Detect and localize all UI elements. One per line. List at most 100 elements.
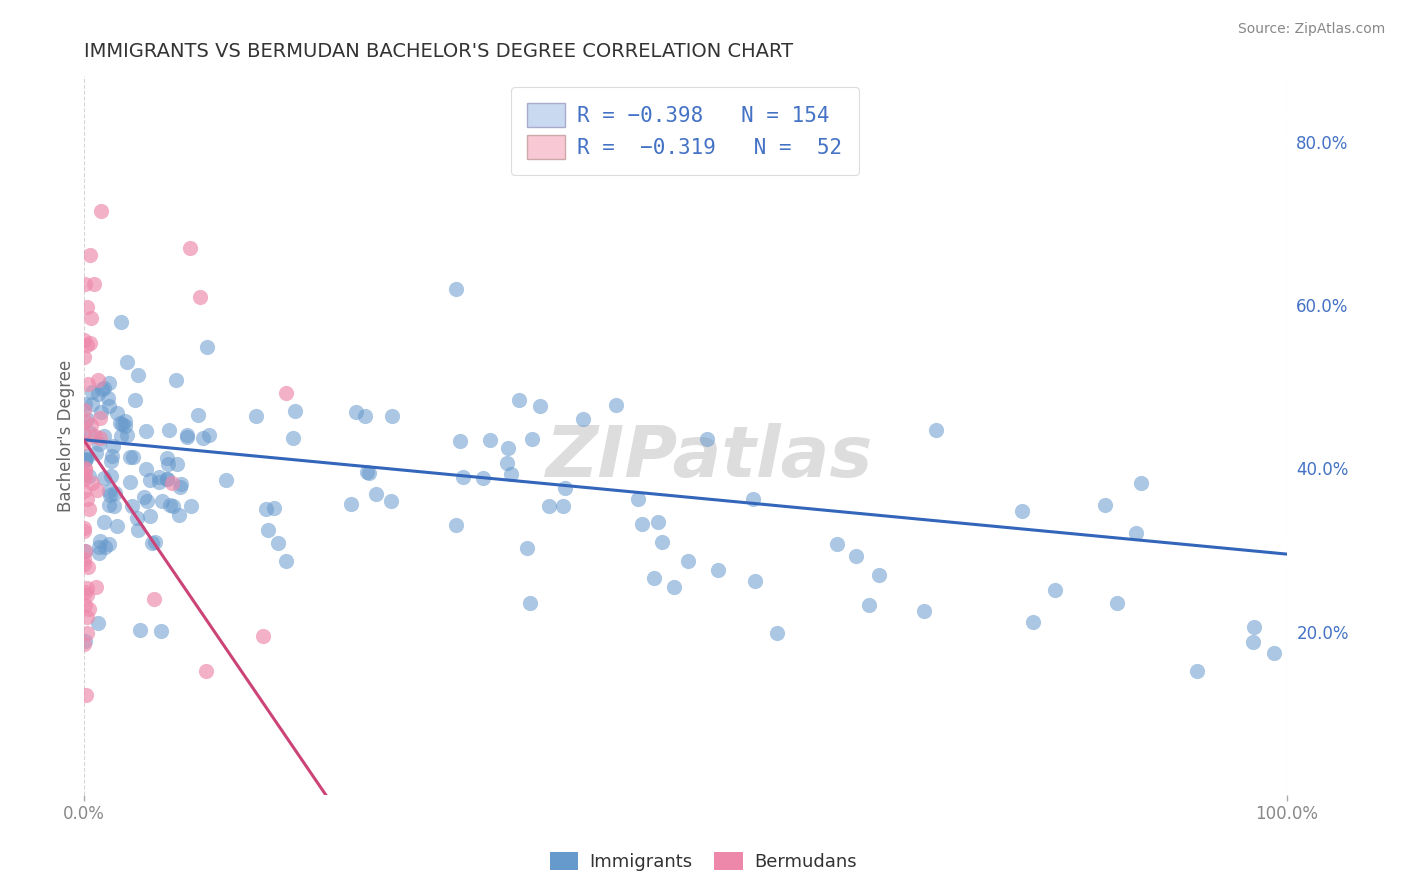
Point xyxy=(76,559,98,574)
Point xyxy=(75,460,97,475)
Point xyxy=(108,416,131,430)
Point xyxy=(93,429,115,443)
Point xyxy=(114,414,136,428)
Point xyxy=(451,470,474,484)
Point xyxy=(103,499,125,513)
Point xyxy=(165,373,187,387)
Point xyxy=(215,473,238,487)
Point xyxy=(344,405,367,419)
Point xyxy=(76,412,98,426)
Point xyxy=(79,248,101,262)
Point xyxy=(79,601,101,615)
Point xyxy=(160,475,183,490)
Point xyxy=(257,523,280,537)
Point xyxy=(156,450,179,465)
Point xyxy=(75,453,97,467)
Point xyxy=(135,461,157,475)
Point xyxy=(89,436,111,450)
Point xyxy=(110,315,132,329)
Point xyxy=(76,338,98,352)
Point xyxy=(1243,620,1265,634)
Point xyxy=(76,581,98,595)
Point xyxy=(73,277,96,292)
Point xyxy=(356,465,378,479)
Point xyxy=(87,615,110,630)
Point xyxy=(73,637,96,651)
Point xyxy=(696,432,718,446)
Point xyxy=(76,610,98,624)
Point xyxy=(87,545,110,559)
Point xyxy=(176,430,198,444)
Point xyxy=(446,518,468,533)
Point xyxy=(647,515,669,529)
Point xyxy=(1094,498,1116,512)
Point xyxy=(72,426,94,441)
Point xyxy=(90,204,112,219)
Point xyxy=(744,574,766,589)
Point xyxy=(340,497,363,511)
Point xyxy=(274,554,297,568)
Point xyxy=(80,417,103,432)
Point xyxy=(150,494,173,508)
Point xyxy=(73,414,96,428)
Point xyxy=(1011,504,1033,518)
Point xyxy=(76,300,98,314)
Point xyxy=(845,549,868,563)
Point xyxy=(195,664,218,678)
Point xyxy=(127,523,149,537)
Point xyxy=(167,508,190,523)
Point xyxy=(252,629,274,643)
Point xyxy=(766,626,789,640)
Point xyxy=(89,431,111,445)
Point xyxy=(662,580,685,594)
Point xyxy=(135,425,157,439)
Point xyxy=(132,490,155,504)
Point xyxy=(827,537,849,551)
Point xyxy=(496,456,519,470)
Point xyxy=(157,423,180,437)
Point xyxy=(449,434,471,448)
Point xyxy=(162,499,184,513)
Point xyxy=(179,241,201,255)
Point xyxy=(156,472,179,486)
Point xyxy=(73,524,96,538)
Point xyxy=(100,454,122,468)
Point xyxy=(104,485,127,500)
Point xyxy=(188,290,211,304)
Point xyxy=(76,626,98,640)
Point xyxy=(93,515,115,529)
Y-axis label: Bachelor's Degree: Bachelor's Degree xyxy=(58,359,75,512)
Point xyxy=(77,376,100,391)
Point xyxy=(77,468,100,483)
Text: ZIPatlas: ZIPatlas xyxy=(546,423,873,491)
Point xyxy=(471,471,494,485)
Point xyxy=(103,439,125,453)
Point xyxy=(75,543,97,558)
Point xyxy=(79,336,101,351)
Point xyxy=(516,541,538,555)
Point xyxy=(89,411,111,425)
Point xyxy=(1107,596,1129,610)
Legend: Immigrants, Bermudans: Immigrants, Bermudans xyxy=(543,845,863,879)
Point xyxy=(105,406,128,420)
Point xyxy=(1241,634,1264,648)
Point xyxy=(380,494,402,508)
Point xyxy=(87,386,110,401)
Point xyxy=(73,333,96,347)
Point xyxy=(522,432,544,446)
Point xyxy=(136,494,159,508)
Point xyxy=(170,477,193,491)
Point xyxy=(166,457,188,471)
Point xyxy=(156,472,179,486)
Point xyxy=(84,429,107,443)
Point xyxy=(127,510,149,524)
Point xyxy=(73,543,96,558)
Point xyxy=(193,431,215,445)
Point xyxy=(267,535,290,549)
Point xyxy=(97,392,120,406)
Point xyxy=(478,434,501,448)
Point xyxy=(84,446,107,460)
Point xyxy=(127,368,149,383)
Point xyxy=(148,475,170,489)
Point xyxy=(75,397,97,411)
